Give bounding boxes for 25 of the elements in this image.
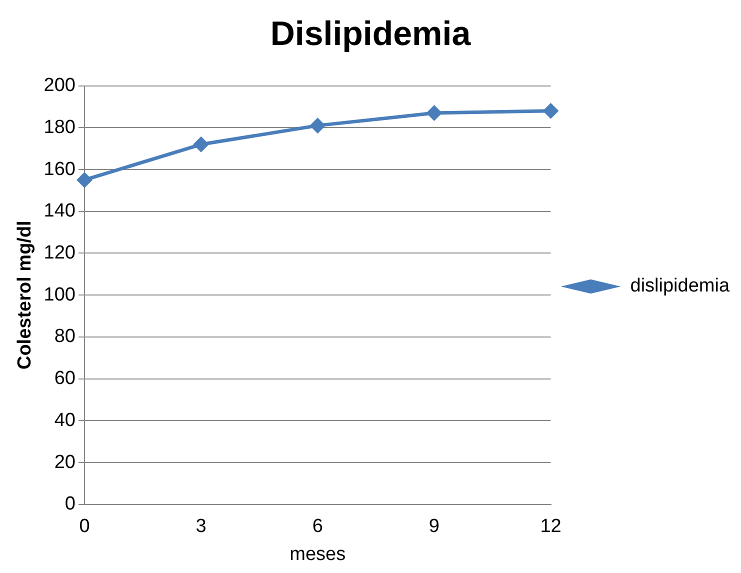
point: [76, 172, 92, 188]
y-tick-label: 20: [54, 452, 76, 473]
x-tick-label: 6: [312, 516, 323, 538]
x-axis-title: meses: [290, 544, 346, 565]
point: [310, 118, 326, 134]
x-tick-label: 3: [196, 516, 206, 538]
chart-title: Dislipidemia: [270, 14, 472, 53]
legend-label: dislipidemia: [630, 276, 730, 297]
point: [542, 102, 559, 119]
y-tick-label: 0: [64, 494, 76, 515]
x-tick-label: 9: [428, 516, 440, 538]
y-tick-label: 60: [54, 368, 76, 390]
x-tick-label: 12: [540, 516, 562, 538]
y-tick-label: 100: [44, 284, 76, 306]
y-tick-label: 180: [44, 116, 76, 138]
y-tick-label: 160: [44, 158, 76, 180]
y-tick-label: 120: [44, 242, 76, 264]
y-tick-label: 80: [54, 326, 76, 348]
point: [426, 105, 442, 122]
y-tick-label: 200: [44, 75, 76, 96]
y-tick-label: 40: [54, 410, 76, 431]
point: [193, 136, 210, 152]
y-tick-label: 140: [44, 200, 76, 222]
x-tick-label: 0: [79, 516, 90, 538]
y-axis-title: Colesterol mg/dl: [14, 220, 36, 370]
